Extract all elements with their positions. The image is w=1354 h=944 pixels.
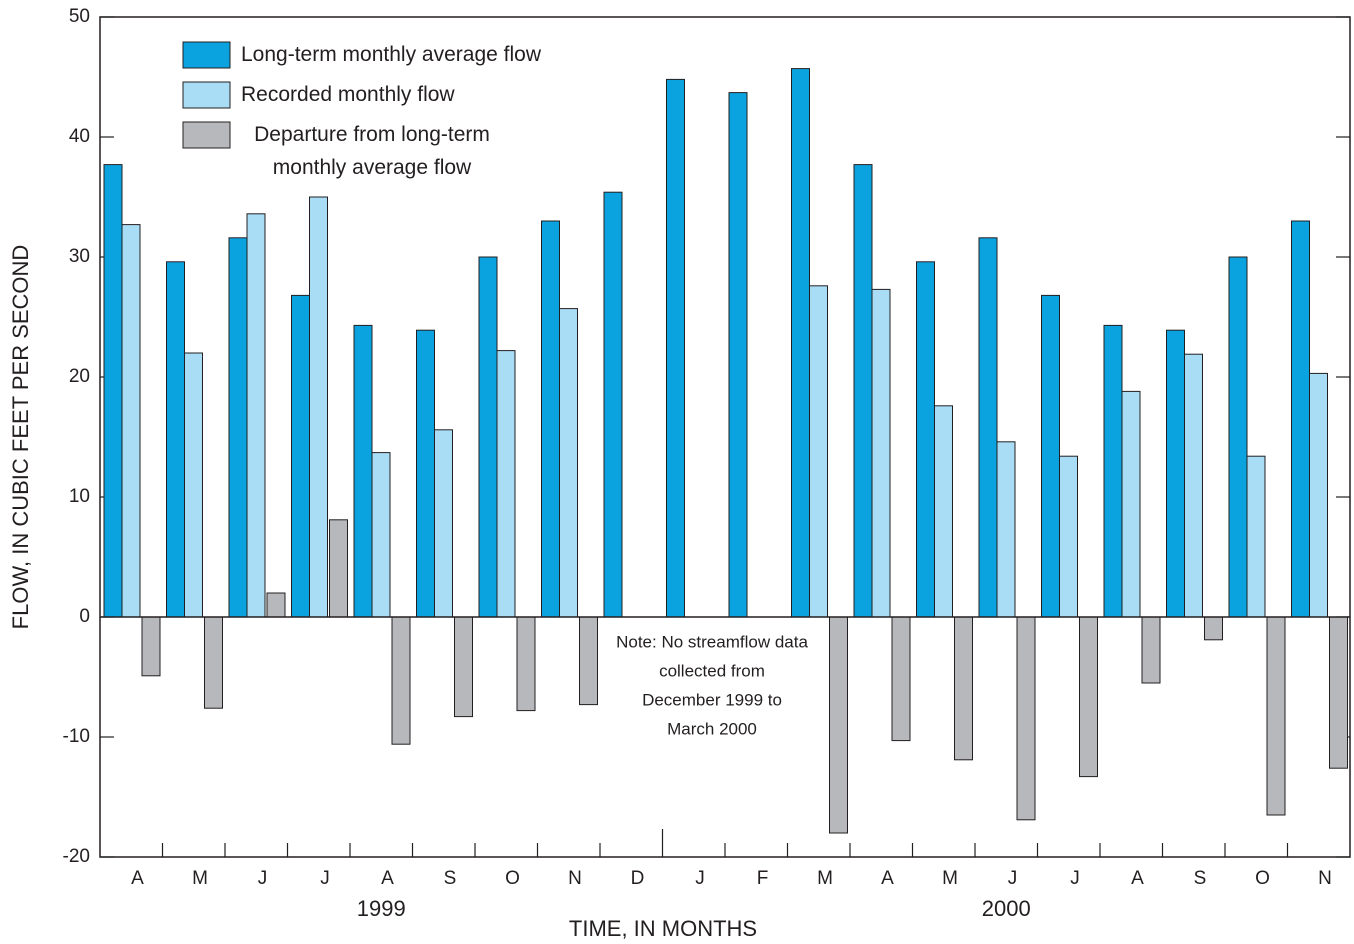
- x-tick-label: O: [505, 868, 520, 889]
- x-tick-label: A: [381, 868, 394, 889]
- bar: [978, 237, 998, 618]
- y-tick-label: 20: [69, 366, 90, 387]
- bar: [1079, 616, 1098, 778]
- bar: [391, 616, 411, 745]
- bar: [1103, 324, 1123, 618]
- bar: [246, 213, 266, 618]
- bar: [184, 352, 203, 618]
- bar: [891, 616, 911, 742]
- x-tick-label: A: [881, 868, 894, 889]
- x-tick-label: F: [757, 868, 769, 889]
- bar: [103, 164, 123, 618]
- bar: [1184, 353, 1203, 618]
- bar: [1309, 372, 1328, 618]
- y-axis-label: FLOW, IN CUBIC FEET PER SECOND: [8, 245, 33, 630]
- y-tick-label: 0: [79, 606, 90, 627]
- bar: [1041, 294, 1060, 618]
- bar: [291, 294, 310, 618]
- x-tick-label: J: [320, 868, 330, 889]
- year-label: 2000: [982, 896, 1031, 921]
- bar: [996, 441, 1016, 618]
- legend-label: Departure from long-term monthly average…: [254, 123, 490, 179]
- x-tick-label: S: [444, 868, 457, 889]
- bar: [141, 616, 161, 677]
- y-tick-label: 10: [69, 486, 90, 507]
- bar: [728, 92, 748, 618]
- bar: [853, 164, 873, 618]
- bar: [228, 237, 248, 618]
- bar: [329, 519, 348, 618]
- bar: [204, 616, 223, 709]
- bar: [954, 616, 973, 761]
- bar: [1059, 455, 1078, 618]
- bar: [871, 288, 891, 618]
- y-tick-label: -10: [63, 726, 90, 747]
- bar: [416, 329, 435, 618]
- annotation: December 1999 to: [642, 690, 782, 709]
- x-tick-label: M: [942, 868, 958, 889]
- bar: [1246, 455, 1266, 618]
- bar: [353, 324, 373, 618]
- x-tick-label: S: [1194, 868, 1207, 889]
- x-axis-label: TIME, IN MONTHS: [569, 916, 757, 941]
- legend-label: Recorded monthly flow: [241, 83, 455, 106]
- x-tick-label: N: [568, 868, 582, 889]
- x-tick-label: N: [1318, 868, 1332, 889]
- legend-swatch: [182, 121, 231, 149]
- bar: [1121, 390, 1141, 618]
- bar: [1228, 256, 1248, 618]
- x-tick-label: D: [631, 868, 645, 889]
- x-tick-label: J: [258, 868, 268, 889]
- bar: [916, 261, 935, 618]
- annotation: collected from: [659, 661, 765, 680]
- bar: [934, 405, 953, 618]
- bar: [166, 261, 185, 618]
- legend-label: Long-term monthly average flow: [241, 43, 541, 66]
- legend-swatch: [182, 81, 231, 109]
- x-tick-label: J: [1070, 868, 1080, 889]
- bar: [559, 308, 578, 618]
- legend-swatch: [182, 41, 231, 69]
- bar: [434, 429, 453, 618]
- bar: [1016, 616, 1036, 821]
- bar: [1204, 616, 1223, 641]
- bar: [266, 592, 286, 618]
- bar: [1329, 616, 1348, 769]
- x-tick-label: A: [131, 868, 144, 889]
- bar: [371, 452, 391, 618]
- y-tick-label: 40: [69, 126, 90, 147]
- annotation: Note: No streamflow data: [616, 632, 808, 651]
- bar: [478, 256, 498, 618]
- x-tick-label: J: [1008, 868, 1018, 889]
- bar: [541, 220, 560, 618]
- annotation: March 2000: [667, 719, 757, 738]
- bar: [516, 616, 536, 712]
- x-tick-label: M: [192, 868, 208, 889]
- year-label: 1999: [357, 896, 406, 921]
- y-tick-label: 30: [69, 246, 90, 267]
- bar: [791, 68, 810, 618]
- bar: [579, 616, 598, 706]
- bar: [603, 191, 623, 618]
- x-tick-label: M: [817, 868, 833, 889]
- y-tick-label: 50: [69, 6, 90, 27]
- x-tick-label: J: [695, 868, 705, 889]
- bar: [1166, 329, 1185, 618]
- x-tick-label: O: [1255, 868, 1270, 889]
- bar: [496, 350, 516, 618]
- y-tick-label: -20: [63, 846, 90, 867]
- bar: [1291, 220, 1310, 618]
- bar: [121, 224, 141, 618]
- x-tick-label: A: [1131, 868, 1144, 889]
- bar: [309, 196, 328, 618]
- bar: [829, 616, 848, 834]
- bar: [454, 616, 473, 718]
- bar: [666, 78, 685, 618]
- bar: [1266, 616, 1286, 816]
- bar: [1141, 616, 1161, 684]
- bar: [809, 285, 828, 618]
